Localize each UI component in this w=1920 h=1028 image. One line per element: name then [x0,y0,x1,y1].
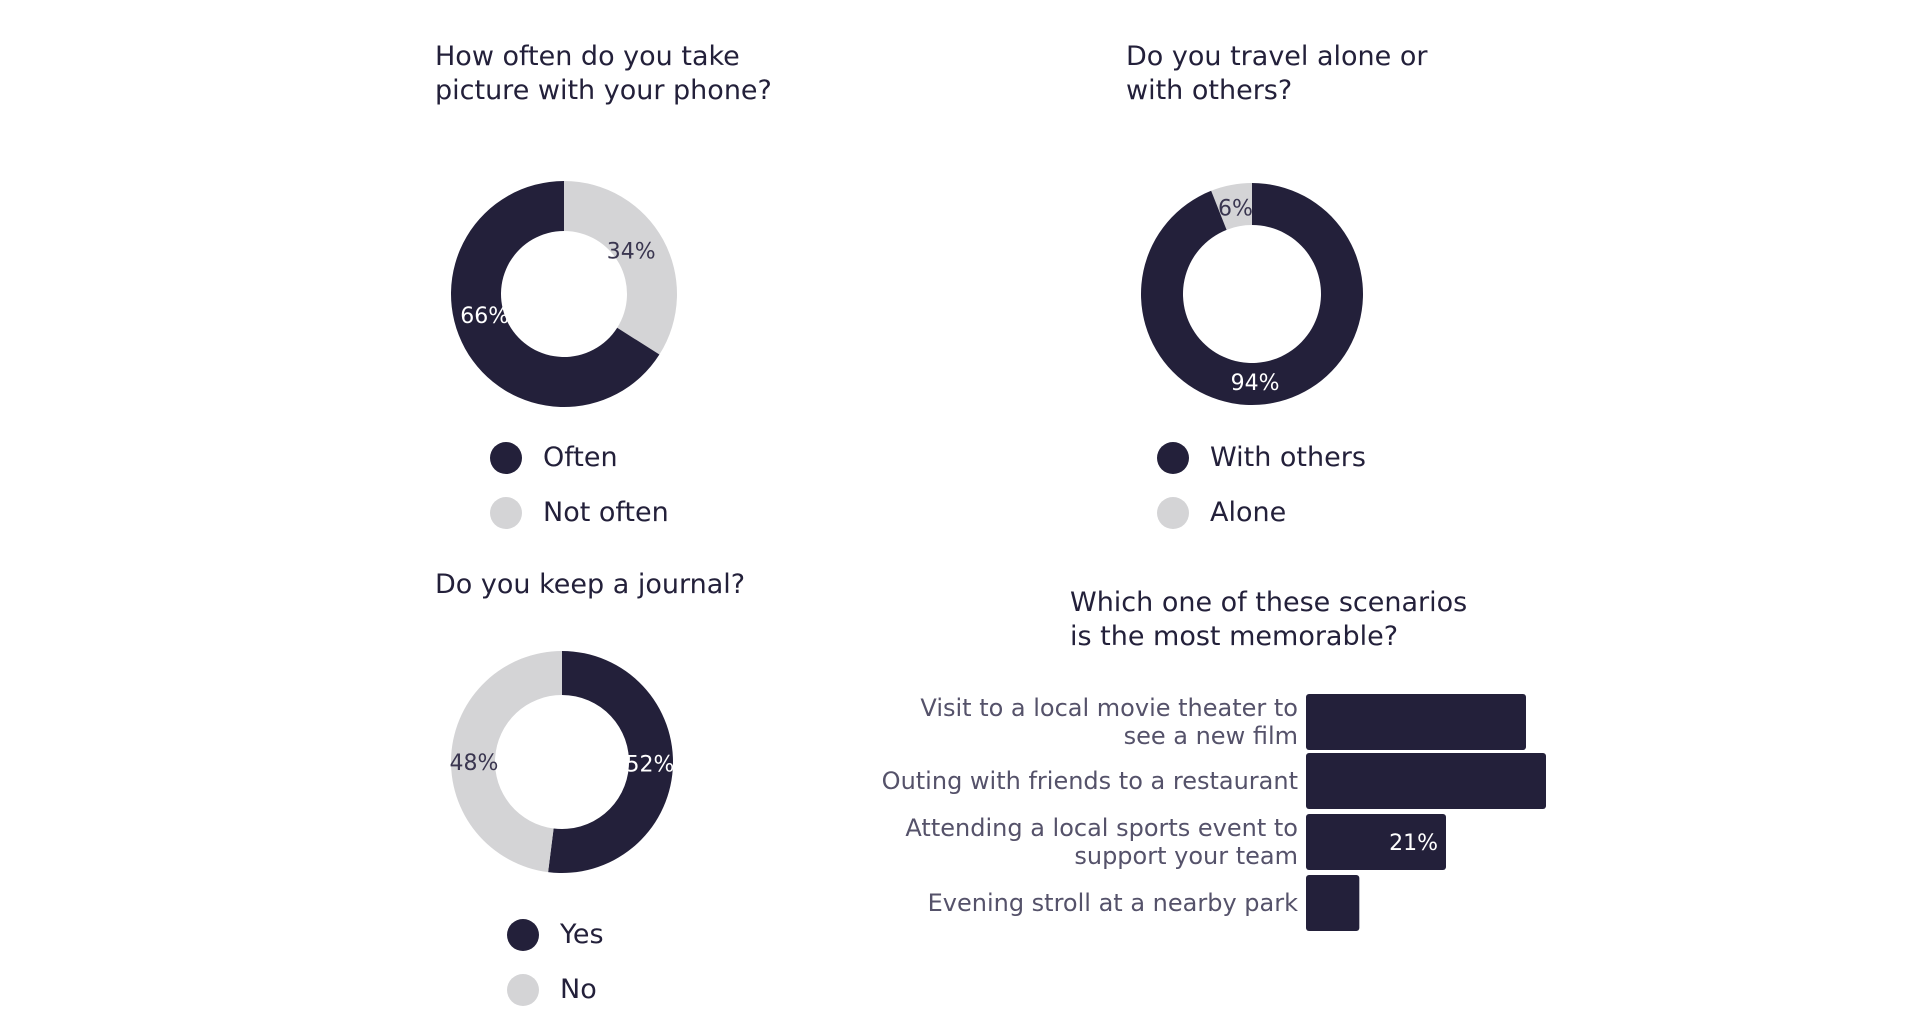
bar-category-label: Visit to a local movie theater to see a … [920,694,1298,750]
bar-category-label: Attending a local sports event to suppor… [905,814,1298,870]
donut-chart-photo-frequency: How often do you take picture with your … [435,40,795,530]
legend-swatch [490,441,522,474]
legend-item: With others [1157,430,1366,485]
donut-slice-with-others [1141,183,1363,405]
legend-swatch [507,918,539,951]
slice-value-label: 94% [1231,371,1280,396]
donut-slice-not-often [564,181,677,355]
bar-category-label: Evening stroll at a nearby park [927,889,1298,917]
legend-label: Often [543,442,618,473]
bar-chart-memorable-scenarios: Which one of these scenarios is the most… [860,586,1760,986]
bar-plot-area: Visit to a local movie theater to see a … [860,586,1760,986]
donut-plot: 94% 6% [1141,183,1363,405]
legend-label: With others [1210,442,1366,473]
bar [1306,875,1360,931]
slice-value-label: 52% [626,753,675,778]
chart-title: Which one of these scenarios is the most… [1070,587,1468,652]
bar [1306,753,1546,809]
legend-item: Alone [1157,485,1366,540]
donut-chart-journal: Do you keep a journal? 52% 48% Yes No [435,568,795,1028]
bar [1306,814,1446,870]
bar-plot: 21% [1306,694,1546,931]
bar-value-label: 21% [1389,831,1438,856]
legend-swatch [1157,496,1189,529]
legend-item: No [507,962,604,1017]
donut-plot: 52% 48% [450,651,675,873]
chart-title: Do you travel alone or with others? [1126,41,1428,106]
donut-plot: 66% 34% [451,181,677,407]
category-labels: Visit to a local movie theater to see a … [860,586,1298,986]
legend-swatch [490,496,522,529]
donut-slice-no [450,651,562,873]
legend-swatch [1157,441,1189,474]
slice-value-label: 66% [460,304,509,329]
legend-label: Not often [543,497,669,528]
donut-slice-alone [1211,183,1252,230]
chart-legend: Yes No [507,907,604,1017]
legend-item: Not often [490,485,669,540]
legend-label: No [560,974,597,1005]
chart-legend: With others Alone [1157,430,1366,540]
legend-label: Yes [560,919,604,950]
slice-value-label: 34% [607,240,656,265]
chart-title: How often do you take picture with your … [435,41,772,106]
slice-value-label: 6% [1218,197,1253,222]
chart-title: Do you keep a journal? [435,569,746,600]
donut-slice-often [451,181,660,407]
slice-value-label: 48% [450,751,499,776]
bar [1306,694,1526,750]
legend-swatch [507,973,539,1006]
bar-category-label: Outing with friends to a restaurant [881,767,1298,795]
donut-chart-travel-company: Do you travel alone or with others? 94% 6… [1126,40,1486,530]
chart-legend: Often Not often [490,430,669,540]
donut-slice-yes [548,651,673,873]
legend-item: Yes [507,907,604,962]
legend-label: Alone [1210,497,1287,528]
legend-item: Often [490,430,669,485]
